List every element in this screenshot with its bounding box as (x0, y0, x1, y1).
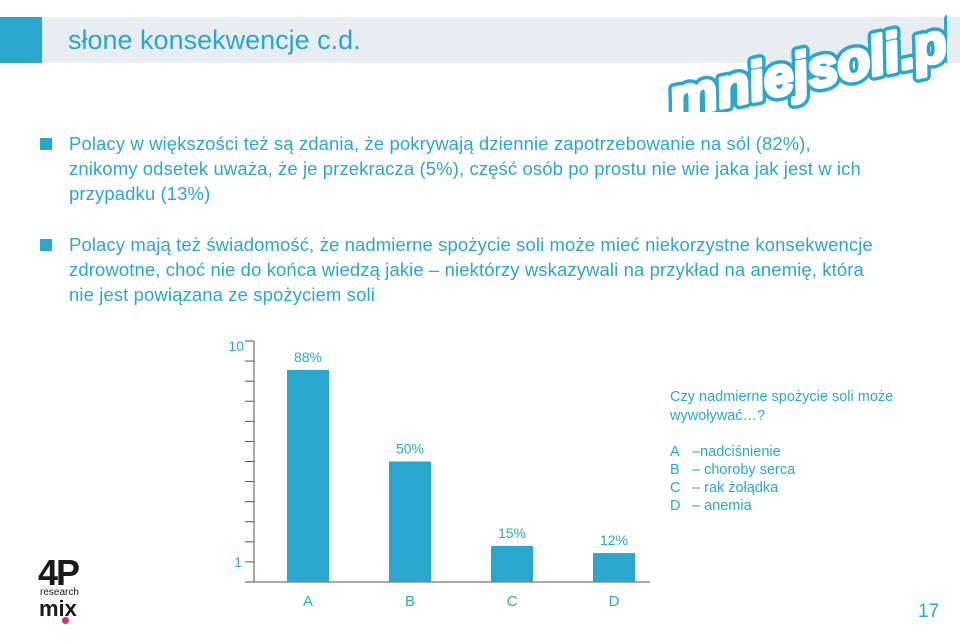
legend-title: Czy nadmierne spożycie soli może wywoływ… (670, 389, 894, 424)
y-tick-label-bottom: 1 (234, 554, 242, 570)
x-tick-label-b: B (405, 593, 415, 610)
value-label-c: 15% (498, 525, 526, 541)
4p-research-mix-logo: 4P research mix (38, 552, 88, 626)
legend-item-a: A –nadciśnienie (670, 444, 781, 460)
page-number: 17 (918, 601, 940, 622)
legend-item-b: B – choroby serca (670, 462, 796, 478)
bullet-square-icon (40, 239, 52, 251)
bar-b (389, 461, 431, 582)
slide-title: słone konsekwencje c.d. (68, 25, 361, 55)
bullet-square-icon (40, 138, 52, 150)
legend-item-d: D – anemia (670, 498, 752, 514)
value-label-a: 88% (294, 349, 322, 365)
x-tick-label-a: A (303, 593, 313, 610)
bullet-item-2: Polacy mają też świadomość, że nadmierne… (40, 232, 873, 312)
logo-dot (62, 617, 69, 624)
bullet-item-1: Polacy w większości też są zdania, że po… (40, 131, 861, 211)
title-bar: słone konsekwencje c.d. (0, 17, 960, 63)
x-tick-label-d: D (609, 593, 620, 610)
bar-c (491, 545, 533, 582)
bar-d (593, 553, 635, 582)
bar-a (287, 369, 329, 582)
x-tick-label-c: C (507, 593, 518, 610)
mniejsoli-logo: mniejsoli.pl mniejsoli.pl (658, 4, 947, 112)
bullet-text-1: Polacy w większości też są zdania, że po… (69, 133, 861, 204)
title-accent (0, 17, 42, 63)
chart-legend: Czy nadmierne spożycie soli może wywoływ… (670, 388, 900, 515)
legend-item-c: C – rak żołądka (670, 480, 779, 496)
value-label-d: 12% (600, 532, 628, 548)
value-label-b: 50% (396, 441, 424, 457)
y-tick-label-top: 10 (228, 338, 244, 354)
bullet-text-2: Polacy mają też świadomość, że nadmierne… (69, 234, 873, 305)
